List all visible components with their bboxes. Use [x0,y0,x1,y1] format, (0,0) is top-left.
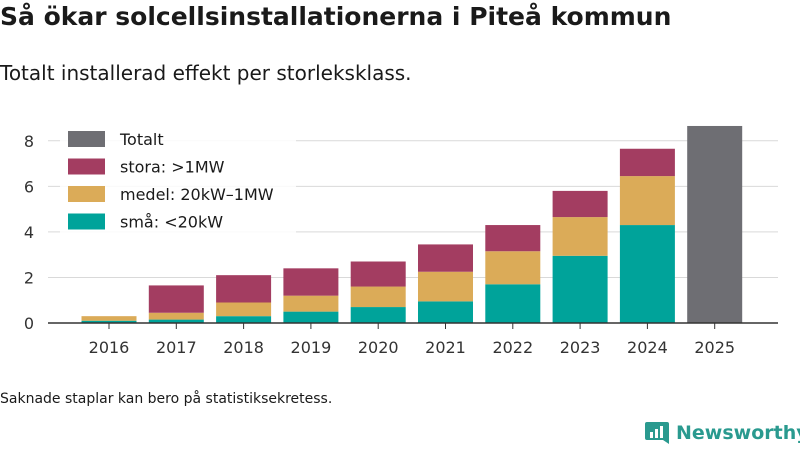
brand-name: Newsworthy [676,422,800,444]
y-tick-label: 6 [24,177,34,196]
legend-swatch [68,213,105,230]
bar-segment [552,190,608,218]
bar-segment [148,319,204,323]
chart-title: Så ökar solcellsinstallationerna i Piteå… [0,2,672,31]
legend-swatch [68,186,105,202]
bar-segment [81,320,137,323]
bar-segment [687,125,743,323]
x-tick-label: 2016 [89,338,130,357]
y-tick-label: 2 [24,268,34,287]
newsworthy-logo: Newsworthy [644,420,800,446]
y-tick-label: 4 [24,223,34,242]
bar-segment [148,285,204,313]
bar-segment [216,275,272,303]
bar-segment [350,286,406,308]
bar-segment [619,176,675,226]
bar-segment [552,217,608,256]
x-tick-label: 2019 [291,338,332,357]
bar-segment [552,255,608,323]
bar-segment [216,316,272,323]
x-tick-label: 2024 [627,338,668,357]
bar-segment [418,271,473,302]
x-tick-label: 2018 [223,338,264,357]
y-tick-label: 0 [24,314,34,333]
x-tick-label: 2025 [694,338,735,357]
bar-segment [350,261,406,287]
chart-subtitle: Totalt installerad effekt per storlekskl… [0,61,412,85]
bar-segment [485,225,541,252]
legend-label: små: <20kW [120,213,223,232]
bar-segment [485,251,541,285]
bar-segment [216,302,272,317]
bar-segment [418,244,473,272]
x-tick-label: 2017 [156,338,197,357]
bar-segment [619,148,675,177]
legend-label: Totalt [119,130,164,149]
footnote: Saknade staplar kan bero på statistiksek… [0,391,333,407]
bar-segment [619,225,675,323]
bar-segment [283,311,339,323]
bar-segment [350,307,406,323]
newsworthy-logo-icon [645,422,669,444]
legend-swatch [68,158,105,175]
bar-segment [485,284,541,323]
legend-label: stora: >1MW [120,158,225,177]
x-tick-label: 2022 [492,338,533,357]
legend-swatch [68,131,105,147]
bar-segment [283,295,339,312]
x-tick-label: 2020 [358,338,399,357]
stacked-bar-chart: 0 2 4 6 8 2016 2017 2018 2019 2020 2021 2022 2023 202… [24,125,778,357]
y-tick-label: 8 [24,132,34,151]
bar-segment [283,268,339,296]
bar-segment [148,312,204,320]
bar-segment [81,316,137,321]
x-tick-label: 2023 [560,338,601,357]
x-tick-label: 2021 [425,338,466,357]
legend-label: medel: 20kW–1MW [120,185,274,204]
bar-segment [418,301,473,323]
